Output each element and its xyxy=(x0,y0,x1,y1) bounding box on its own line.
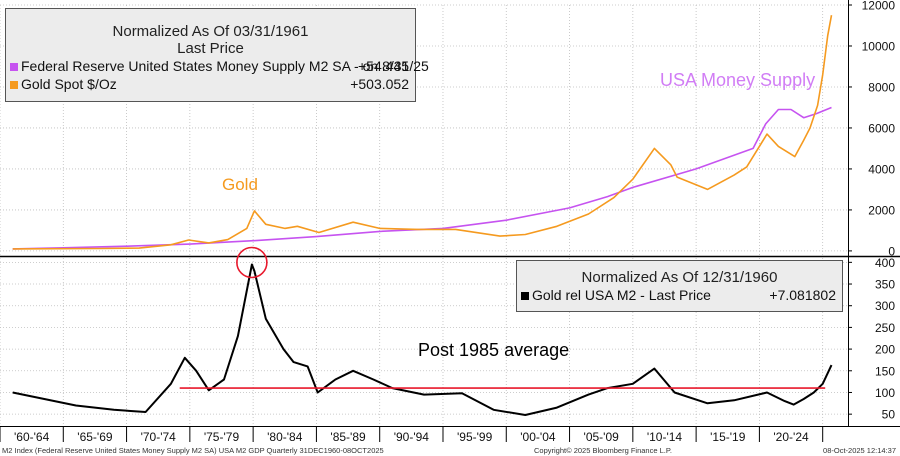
top-legend-title: Normalized As Of 03/31/1961 xyxy=(112,23,309,40)
y-tick-label: 6000 xyxy=(868,121,895,135)
series-top xyxy=(12,15,833,250)
legend-entry-ratio-label: Gold rel USA M2 - Last Price xyxy=(532,287,711,303)
footer-timestamp: 08-Oct-2025 12:14:37 xyxy=(823,446,896,455)
legend-entry-ratio: Gold rel USA M2 - Last Price +7.081802 xyxy=(517,286,842,304)
y-tick-label: 350 xyxy=(875,278,895,292)
footer-source: M2 Index (Federal Reserve United States … xyxy=(2,446,384,455)
top-legend: Normalized As Of 03/31/1961 Last Price F… xyxy=(5,8,429,102)
grid-bottom xyxy=(0,258,848,425)
legend-entry-m2: Federal Reserve United States Money Supp… xyxy=(6,57,429,75)
x-tick-label: '85-'89 xyxy=(330,430,366,444)
gold-annotation: Gold xyxy=(222,175,258,194)
footer-copyright: Copyright© 2025 Bloomberg Finance L.P. xyxy=(534,446,672,455)
legend-entry-gold-label: Gold Spot $/Oz xyxy=(21,76,117,92)
m2-swatch-icon xyxy=(10,62,18,71)
x-tick-label: '10-'14 xyxy=(647,430,683,444)
y-tick-label: 12000 xyxy=(862,0,896,13)
legend-entry-gold: Gold Spot $/Oz +503.052 xyxy=(6,75,415,93)
x-tick-label: '80-'84 xyxy=(267,430,303,444)
series-bottom xyxy=(12,263,833,416)
y-tick-label: 4000 xyxy=(868,162,895,176)
y-tick-label: 2000 xyxy=(868,203,895,217)
bottom-legend-title: Normalized As Of 12/31/1960 xyxy=(581,269,778,286)
x-tick-label: '60-'64 xyxy=(14,430,50,444)
y-tick-label: 8000 xyxy=(868,80,895,94)
gold-series-line xyxy=(12,15,833,250)
y-tick-label: 250 xyxy=(875,321,895,335)
y-tick-label: 400 xyxy=(875,256,895,270)
y-tick-label: 0 xyxy=(888,244,895,258)
peak-highlight-circle xyxy=(236,246,268,279)
y-tick-label: 100 xyxy=(875,386,895,400)
m2-annotation: USA Money Supply xyxy=(660,70,816,90)
x-tick-label: '00-'04 xyxy=(520,430,556,444)
x-tick-label: '90-'94 xyxy=(394,430,430,444)
legend-entry-ratio-value: +7.081802 xyxy=(769,287,836,303)
y-ticks-top: 0 2000 4000 6000 8000 10000 12000 xyxy=(848,0,895,258)
x-tick-label: '65-'69 xyxy=(77,430,113,444)
ratio-swatch-icon xyxy=(521,291,529,300)
bottom-legend: Normalized As Of 12/31/1960 Gold rel USA… xyxy=(516,260,843,312)
x-tick-label: '95-'99 xyxy=(457,430,493,444)
y-ticks-bottom: 50 100 150 200 250 300 350 400 xyxy=(848,256,895,422)
top-legend-subtitle: Last Price xyxy=(177,40,244,57)
x-tick-label: '05-'09 xyxy=(584,430,620,444)
gold-swatch-icon xyxy=(10,80,18,89)
legend-entry-gold-value: +503.052 xyxy=(350,76,409,92)
legend-entry-m2-label: Federal Reserve United States Money Supp… xyxy=(21,58,429,74)
x-tick-label: '15-'19 xyxy=(710,430,746,444)
legend-entry-m2-value: +54.445 xyxy=(358,58,409,74)
y-tick-label: 50 xyxy=(882,408,896,422)
y-tick-label: 300 xyxy=(875,299,895,313)
y-tick-label: 200 xyxy=(875,343,895,357)
x-tick-label: '75-'79 xyxy=(204,430,240,444)
m2-series-line xyxy=(12,106,832,250)
y-tick-label: 10000 xyxy=(862,39,896,53)
x-ticks: '60-'64 '65-'69 '70-'74 '75-'79 '80-'84 '85-'… xyxy=(0,426,824,444)
x-tick-label: '70-'74 xyxy=(141,430,177,444)
average-annotation: Post 1985 average xyxy=(418,340,570,360)
x-tick-label: '20-'24 xyxy=(773,430,809,444)
y-tick-label: 150 xyxy=(875,364,895,378)
gold-rel-m2-line xyxy=(12,263,833,416)
